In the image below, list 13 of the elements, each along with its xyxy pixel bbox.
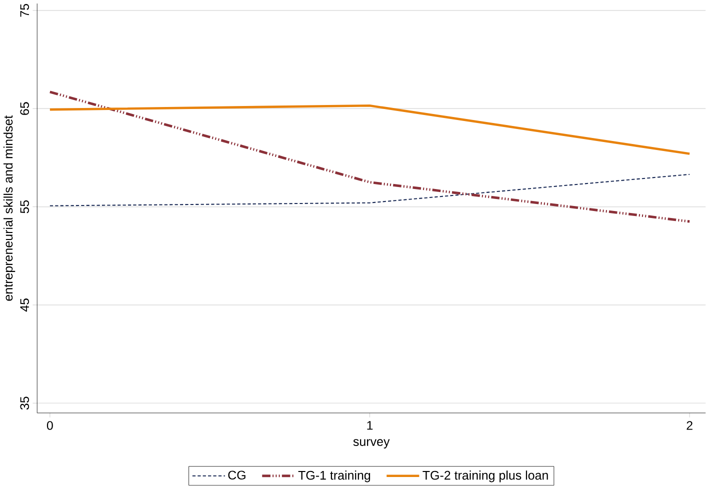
y-tick-label: 65 xyxy=(20,102,30,116)
y-tick-label: 35 xyxy=(20,396,30,410)
x-tick-label: 1 xyxy=(367,421,373,430)
x-tick-label: 0 xyxy=(46,421,53,430)
y-axis-title: entrepreneurial skills and mindset xyxy=(3,116,16,301)
x-tick-label: 2 xyxy=(686,421,692,430)
legend-label: CG xyxy=(228,470,246,480)
legend-label: TG-2 training plus loan xyxy=(422,470,548,482)
y-tick-label: 55 xyxy=(20,200,30,214)
y-tick-label: 45 xyxy=(20,298,30,312)
legend-label: TG-1 training xyxy=(298,470,370,482)
y-tick-label: 75 xyxy=(20,4,30,17)
x-axis-title: survey xyxy=(353,439,390,449)
